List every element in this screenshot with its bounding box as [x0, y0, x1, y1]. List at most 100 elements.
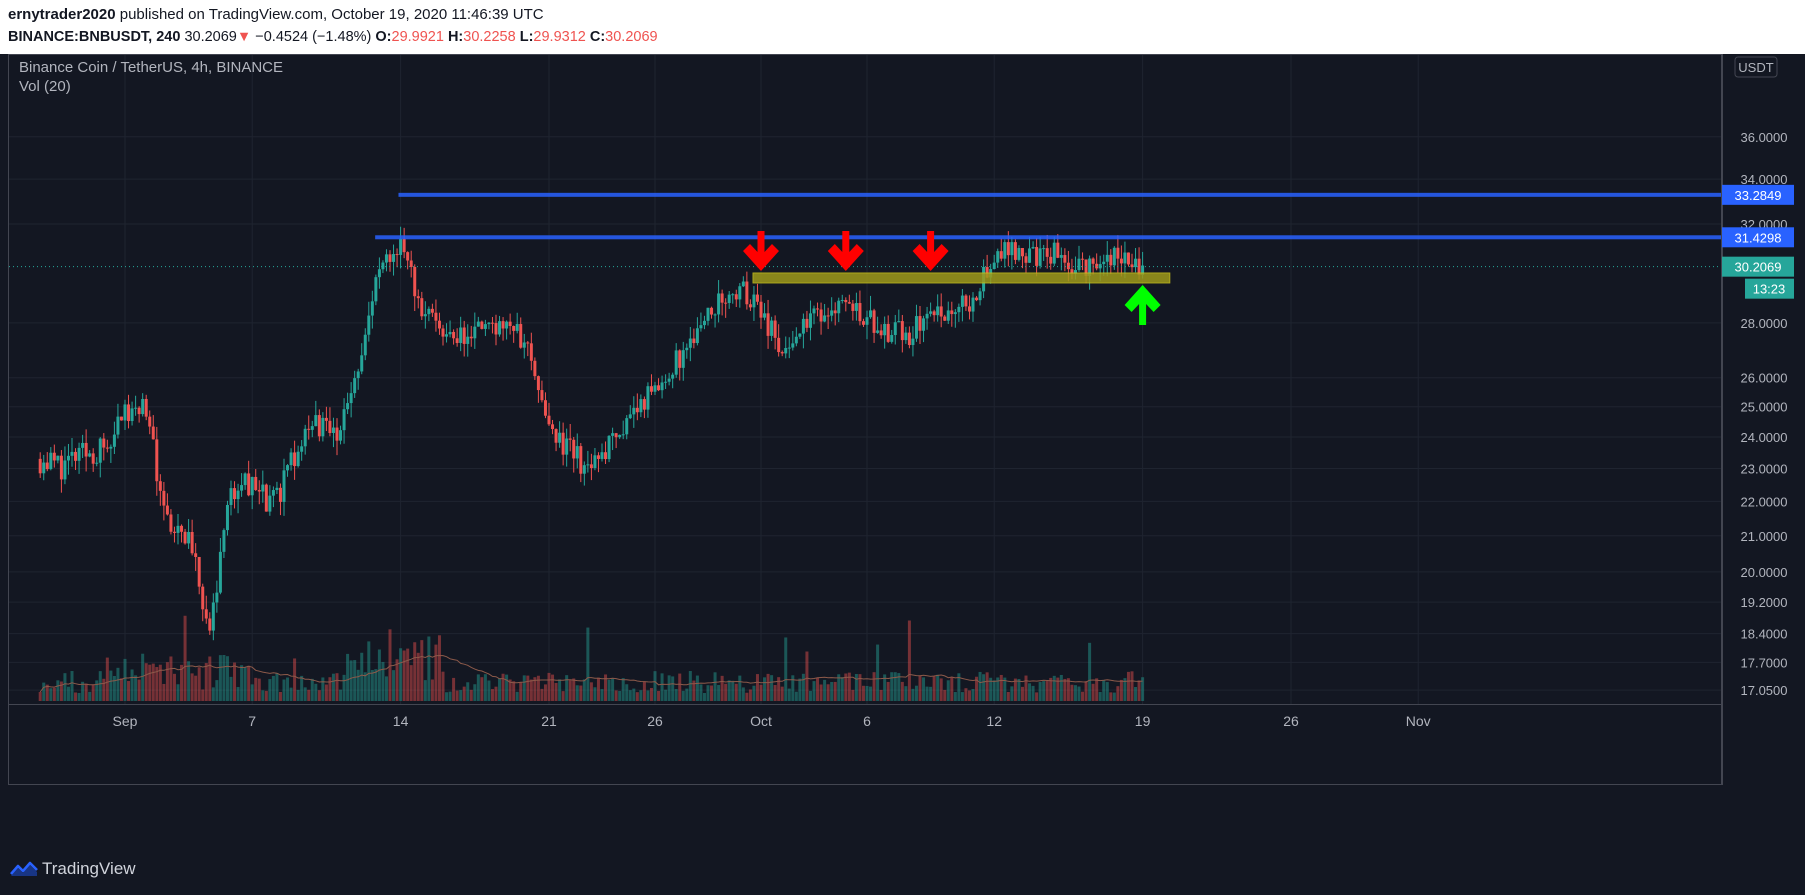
candle-body	[879, 330, 883, 336]
volume-bar	[713, 672, 717, 701]
candle-body	[321, 417, 325, 437]
volume-bar	[98, 671, 102, 701]
candle-body	[512, 325, 516, 331]
author-name[interactable]: ernytrader2020	[8, 6, 116, 23]
volume-bar	[738, 675, 742, 701]
volume-bar	[102, 678, 106, 701]
candle-body	[155, 439, 159, 482]
candle-body	[1049, 256, 1053, 264]
volume-bar	[950, 677, 954, 701]
volume-bar	[653, 671, 657, 701]
volume-bar	[480, 677, 484, 701]
candle-body	[1077, 258, 1081, 271]
volume-bar	[964, 688, 968, 701]
candle-body	[646, 386, 650, 410]
volume-bar	[907, 620, 911, 701]
volume-bar	[710, 685, 714, 701]
candle-body	[975, 297, 979, 301]
candle-body	[635, 407, 639, 413]
volume-bar	[649, 687, 653, 701]
chart-panel[interactable]: 17.0500 17.7000 18.4000 19.2000 20.0000 21.00…	[0, 54, 1805, 839]
candle-body	[335, 427, 339, 441]
volume-bar	[526, 675, 530, 701]
candle-body	[293, 452, 297, 467]
candle-body	[819, 309, 823, 322]
candle-body	[826, 315, 830, 317]
candle-body	[625, 418, 629, 435]
candle-body	[861, 321, 865, 325]
price-tick-label: 25.0000	[1741, 400, 1788, 415]
volume-bar	[374, 669, 378, 701]
volume-bar	[826, 684, 830, 701]
candle-body	[70, 451, 74, 456]
volume-bar	[508, 679, 512, 701]
candle-body	[243, 473, 247, 486]
volume-bar	[688, 671, 692, 701]
price-tick-label: 26.0000	[1741, 371, 1788, 386]
volume-bar	[589, 682, 593, 701]
volume-bar	[360, 652, 364, 701]
volume-bar	[56, 680, 60, 701]
candle-body	[1003, 242, 1007, 259]
volume-bar	[1045, 681, 1049, 701]
candle-body	[649, 386, 653, 392]
candle-body	[466, 336, 470, 344]
open-value: 29.9921	[391, 29, 444, 45]
volume-bar	[1095, 678, 1099, 701]
currency-badge-box[interactable]	[1734, 56, 1778, 78]
volume-bar	[84, 683, 88, 701]
candle-body	[353, 378, 357, 394]
time-axis-border	[8, 704, 1722, 705]
volume-bar	[1102, 680, 1106, 701]
candle-body	[536, 376, 540, 391]
price-tick-label: 22.0000	[1741, 494, 1788, 509]
time-tick-label: 7	[248, 713, 256, 729]
candle-body	[692, 338, 696, 344]
volume-bar	[1098, 692, 1102, 701]
candle-body	[395, 254, 399, 256]
candle-body	[215, 592, 219, 603]
volume-bar	[59, 681, 63, 701]
candle-body	[1010, 242, 1014, 256]
candle-body	[922, 318, 926, 331]
candle-body	[992, 262, 996, 270]
volume-bar	[607, 679, 611, 701]
price-tick-label: 24.0000	[1741, 430, 1788, 445]
volume-bar	[985, 672, 989, 701]
candle-body	[685, 347, 689, 351]
price-tick-label: 18.4000	[1741, 627, 1788, 642]
candle-body	[575, 446, 579, 459]
candle-body	[286, 465, 290, 471]
price-axis[interactable]: 17.0500 17.7000 18.4000 19.2000 20.0000 21.00…	[1741, 130, 1788, 698]
support-zone	[752, 272, 1171, 284]
volume-bar	[91, 684, 95, 701]
candle-body	[197, 556, 201, 587]
volume-bar	[639, 690, 643, 701]
volume-bar	[1130, 671, 1134, 701]
volume-bar	[512, 681, 516, 701]
price-chart[interactable]: 17.0500 17.7000 18.4000 19.2000 20.0000 21.00…	[0, 54, 1805, 839]
volume-bar	[787, 688, 791, 701]
volume-bar	[377, 649, 381, 701]
volume-bar	[49, 688, 53, 701]
candle-body	[787, 347, 791, 349]
candle-body	[706, 307, 710, 321]
price-label-text: 33.2849	[1735, 188, 1782, 203]
candle-body	[593, 455, 597, 469]
volume-bar	[155, 667, 159, 701]
tradingview-brand[interactable]: TradingView	[10, 859, 136, 879]
candle-body	[201, 586, 205, 610]
volume-bar	[540, 688, 544, 701]
candle-body	[865, 317, 869, 325]
candle-body	[745, 281, 749, 305]
candle-body	[84, 442, 88, 457]
candle-body	[204, 609, 208, 619]
price-tick-label: 36.0000	[1741, 130, 1788, 145]
candle-body	[141, 398, 145, 415]
volume-bar	[395, 659, 399, 701]
candle-body	[222, 530, 226, 552]
candle-body	[437, 320, 441, 329]
time-axis[interactable]: Sep 7 14 21 26 Oct 6 12 19 26 Nov	[113, 713, 1431, 729]
volume-bar	[229, 676, 233, 701]
candle-body	[851, 303, 855, 311]
